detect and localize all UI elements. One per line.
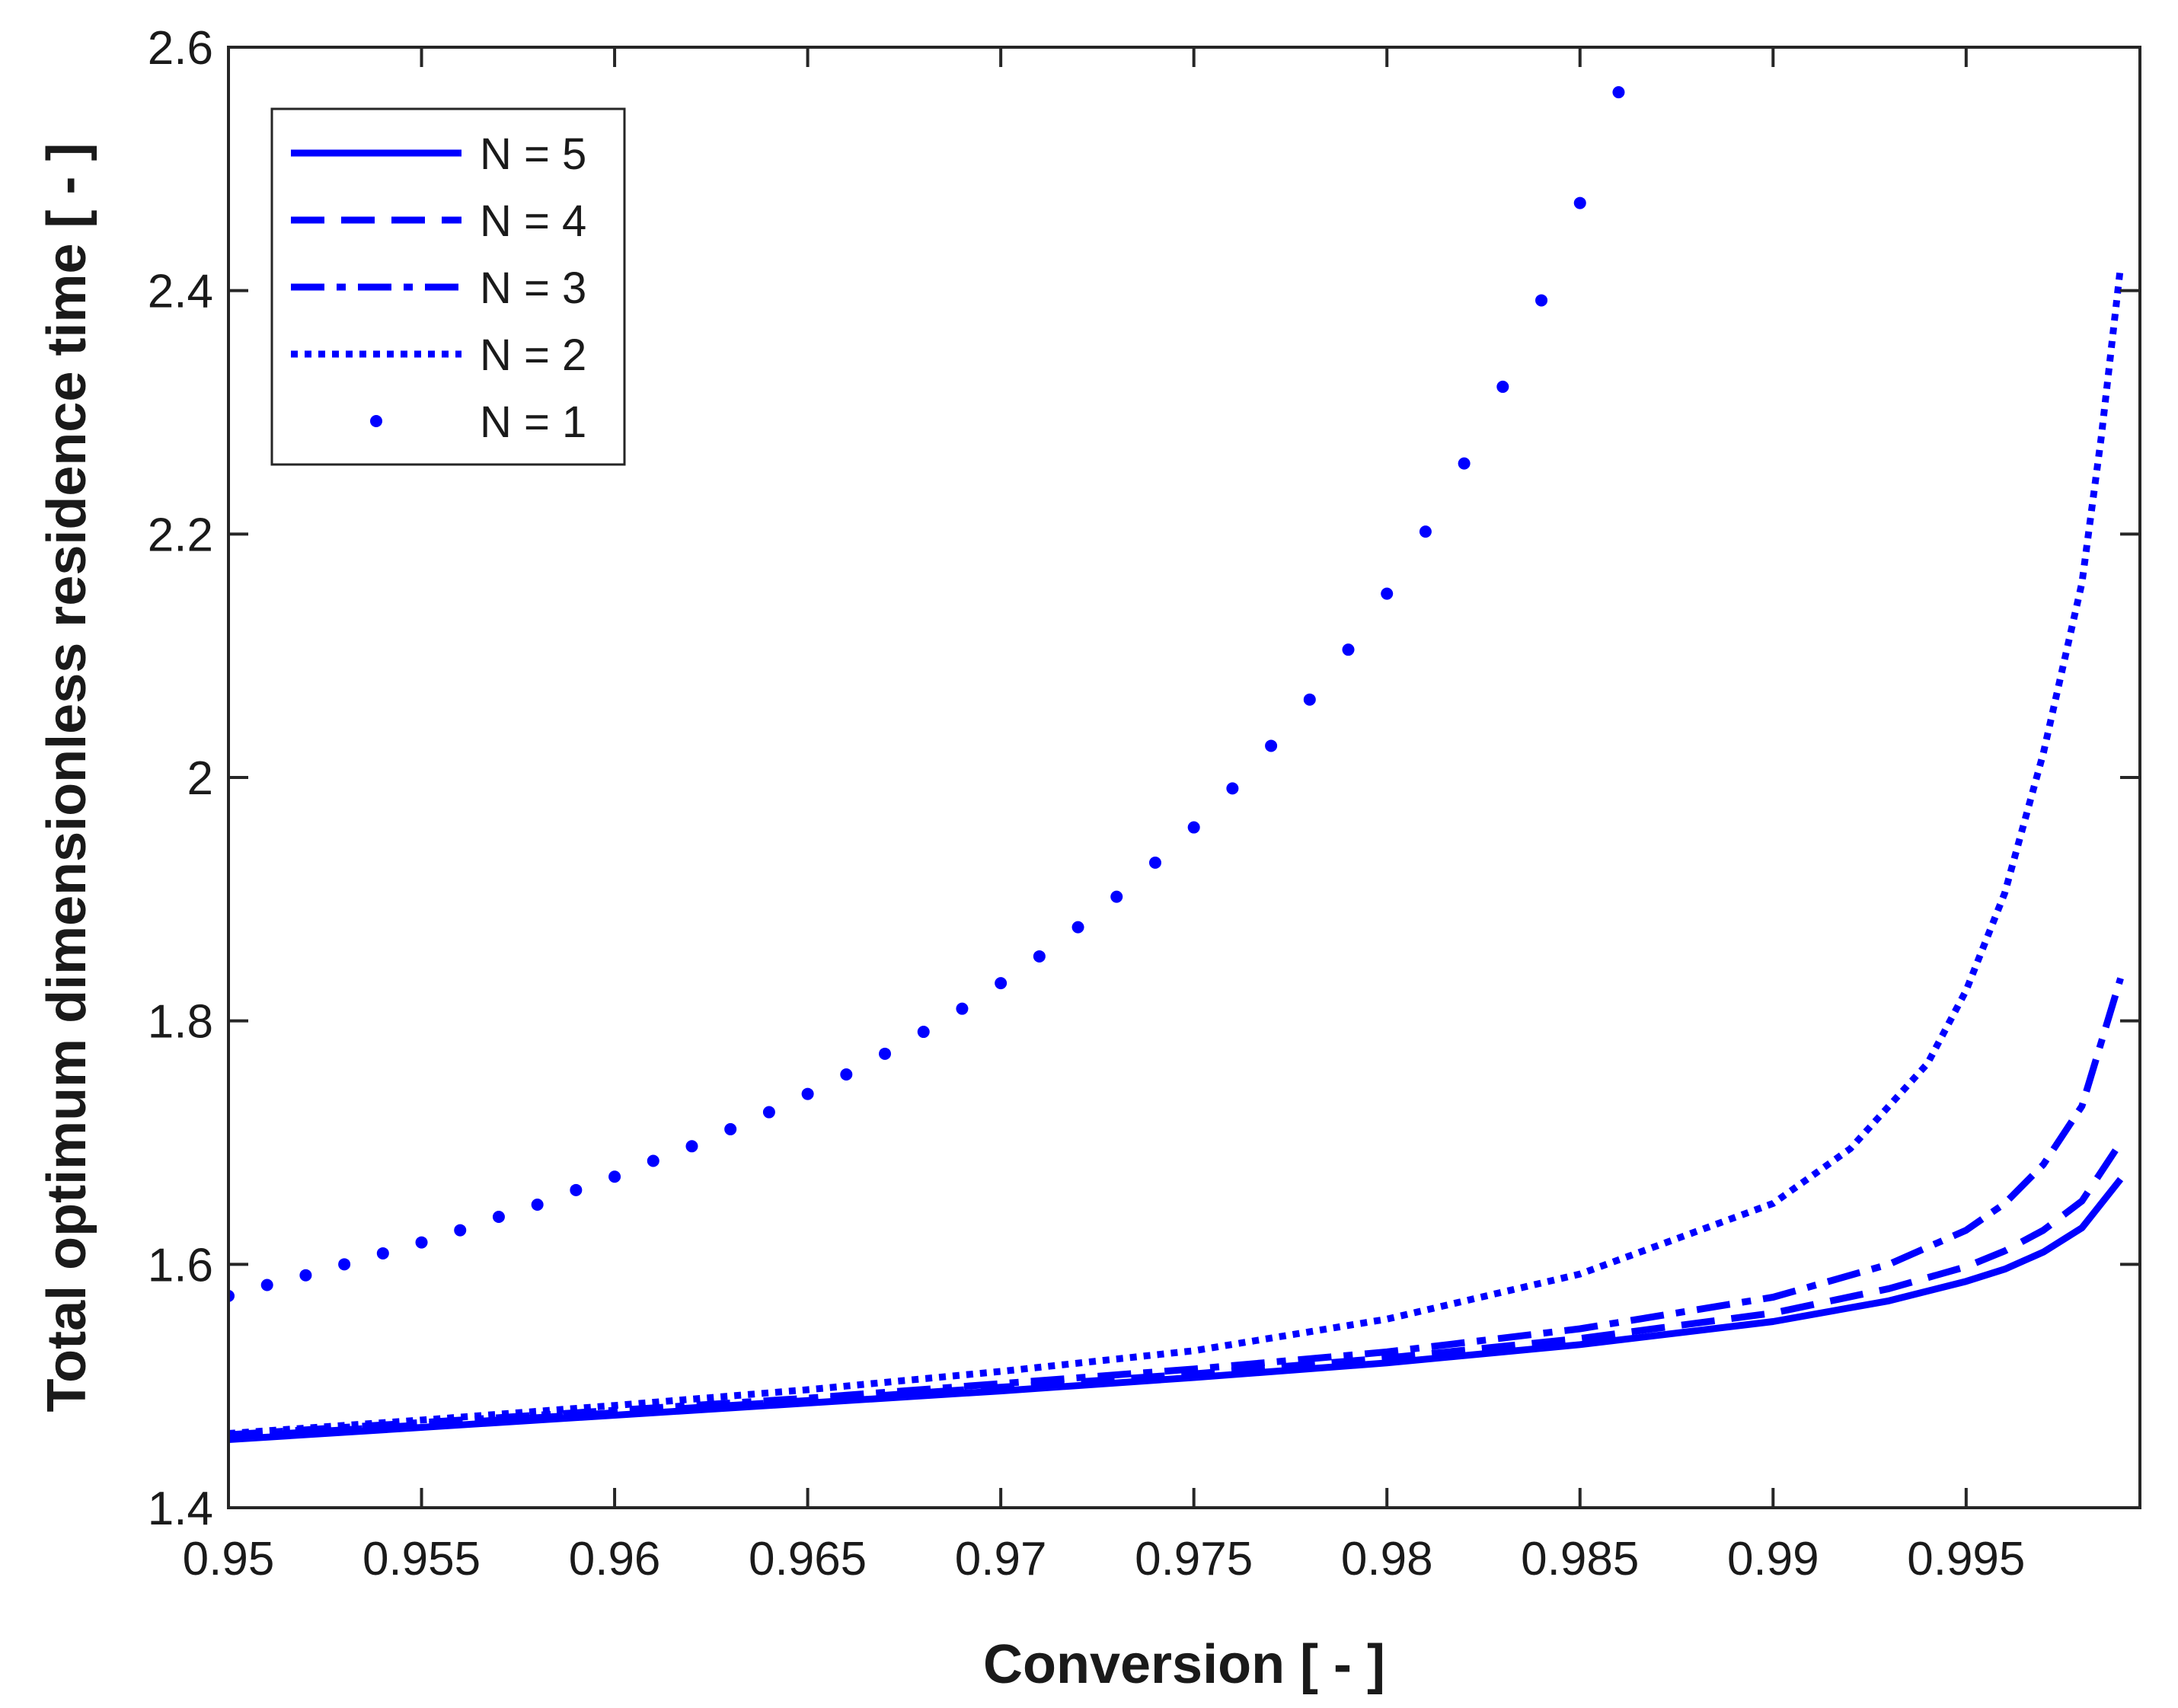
series-layer — [228, 86, 2125, 1443]
y-tick-label: 2.6 — [148, 22, 213, 75]
series-n1-point — [1496, 380, 1509, 393]
x-tick-label: 0.99 — [1727, 1533, 1819, 1585]
x-axis-title: Conversion [ - ] — [983, 1634, 1385, 1695]
series-n1-point — [1342, 643, 1355, 656]
series-n1-point — [1419, 525, 1432, 538]
series-n1-point — [608, 1170, 621, 1183]
y-tick-label: 2.4 — [148, 266, 213, 318]
series-n1-point — [647, 1154, 659, 1167]
y-tick-label: 2 — [187, 752, 213, 805]
x-tick-label: 0.96 — [569, 1533, 661, 1585]
series-n1-point — [956, 1002, 969, 1015]
x-axis-ticks: 0.95 0.955 0.96 0.965 0.97 0.975 0.98 0.985 0.99… — [183, 47, 2025, 1585]
series-n2-line — [228, 266, 2125, 1437]
x-tick-label: 0.95 — [183, 1533, 275, 1585]
series-n1-point — [1458, 457, 1471, 470]
legend: N = 5 N = 4 N = 3 N = 2 N = 1 — [270, 107, 626, 466]
series-n5-line — [228, 1176, 2124, 1443]
legend-label-n5: N = 5 — [480, 129, 586, 179]
series-n1-point — [1303, 693, 1316, 706]
legend-label-n3: N = 3 — [480, 263, 586, 313]
series-n3-line — [228, 977, 2124, 1438]
x-tick-label: 0.985 — [1521, 1533, 1639, 1585]
y-tick-label: 1.6 — [148, 1239, 213, 1291]
series-n1-point — [1033, 950, 1046, 963]
y-tick-label: 2.2 — [148, 509, 213, 561]
series-n4-line — [228, 1141, 2124, 1441]
series-n1-point — [1110, 890, 1123, 903]
series-n1-point — [1265, 739, 1278, 752]
legend-label-n4: N = 4 — [480, 196, 586, 246]
x-tick-label: 0.975 — [1135, 1533, 1253, 1585]
series-n1-point — [1148, 856, 1161, 869]
series-n1-point — [917, 1026, 930, 1039]
series-n1-point — [1612, 86, 1625, 99]
x-tick-label: 0.98 — [1341, 1533, 1433, 1585]
series-n1-point — [415, 1236, 428, 1249]
series-n1-point — [260, 1279, 273, 1291]
series-n1-point — [338, 1258, 351, 1271]
series-n1-point — [1187, 821, 1200, 834]
series-n1-point — [801, 1087, 814, 1100]
series-n1-point — [1535, 294, 1548, 307]
series-n1-point — [1226, 782, 1239, 795]
y-tick-label: 1.4 — [148, 1483, 213, 1535]
series-n1-point — [995, 977, 1008, 990]
legend-label-n2: N = 2 — [480, 330, 586, 380]
series-n1-point — [1573, 196, 1586, 209]
series-n1-point — [1071, 921, 1084, 934]
series-n1-point — [570, 1183, 583, 1196]
y-axis-title: Total optimum dimensionless residence ti… — [37, 143, 97, 1413]
series-n1-point — [376, 1247, 389, 1259]
series-n1-point — [762, 1106, 775, 1119]
legend-swatch-n1 — [370, 415, 382, 427]
series-n1-point — [1381, 587, 1394, 600]
series-n1-point — [454, 1224, 467, 1237]
x-tick-label: 0.995 — [1907, 1533, 2025, 1585]
y-tick-label: 1.8 — [148, 996, 213, 1049]
series-n1-point — [299, 1269, 312, 1282]
series-n1-point — [840, 1068, 853, 1081]
series-n1-point — [685, 1140, 698, 1153]
series-n1-point — [531, 1199, 544, 1212]
x-tick-label: 0.965 — [749, 1533, 867, 1585]
y-axis-ticks: 1.4 1.6 1.8 2 2.2 2.4 2.6 — [148, 22, 2140, 1535]
x-tick-label: 0.955 — [362, 1533, 481, 1585]
x-tick-label: 0.97 — [955, 1533, 1047, 1585]
legend-label-n1: N = 1 — [480, 397, 586, 447]
series-n1-point — [879, 1047, 892, 1060]
series-n1-point — [724, 1122, 737, 1135]
series-n1-point — [492, 1210, 505, 1223]
